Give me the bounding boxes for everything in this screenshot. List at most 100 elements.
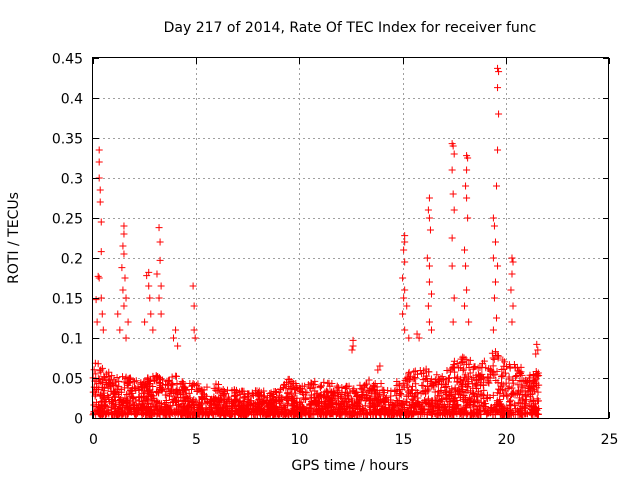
data-point	[92, 296, 100, 304]
data-point	[288, 401, 296, 409]
data-point	[205, 410, 213, 418]
data-point	[489, 214, 497, 222]
data-point	[462, 262, 470, 270]
data-point	[393, 401, 401, 409]
data-point	[485, 379, 493, 387]
data-point	[153, 270, 161, 278]
data-point	[459, 405, 467, 413]
x-tick-label: 5	[192, 432, 201, 448]
data-point	[344, 393, 352, 401]
data-point	[92, 390, 100, 398]
y-tick-label: 0.35	[52, 132, 83, 148]
data-point	[100, 387, 108, 395]
data-point	[96, 186, 104, 194]
data-point	[480, 386, 488, 394]
data-point	[228, 387, 236, 395]
data-point	[490, 355, 498, 363]
data-point	[333, 409, 341, 417]
y-axis-label: ROTI / TECUs	[6, 192, 22, 284]
data-point	[528, 390, 536, 398]
data-point	[91, 359, 99, 367]
data-point	[198, 394, 206, 402]
data-point	[97, 410, 105, 418]
y-tick-label: 0.05	[52, 372, 83, 388]
data-point	[132, 410, 140, 418]
data-point	[343, 389, 351, 397]
data-point	[425, 385, 433, 393]
data-point	[121, 274, 129, 282]
data-point	[431, 388, 439, 396]
data-point	[356, 405, 364, 413]
data-point	[307, 391, 315, 399]
data-point	[360, 407, 368, 415]
y-tick-label: 0.15	[52, 292, 83, 308]
data-point	[504, 392, 512, 400]
data-point	[382, 403, 390, 411]
data-point	[501, 358, 509, 366]
data-point	[342, 388, 350, 396]
data-point	[451, 368, 459, 376]
data-point	[485, 409, 493, 417]
data-point	[129, 394, 137, 402]
data-point	[453, 378, 461, 386]
data-point	[501, 387, 509, 395]
data-point	[96, 375, 104, 383]
data-point	[365, 376, 373, 384]
data-point	[453, 396, 461, 404]
data-point	[307, 410, 315, 418]
data-point	[284, 389, 292, 397]
data-point	[320, 378, 328, 386]
data-point	[336, 408, 344, 416]
data-point	[193, 400, 201, 408]
data-point	[258, 400, 266, 408]
data-point	[155, 294, 163, 302]
data-point	[95, 146, 103, 154]
data-point	[426, 408, 434, 416]
data-point	[401, 326, 409, 334]
data-point	[150, 406, 158, 414]
y-tick-label: 0.1	[61, 332, 83, 348]
data-point	[424, 399, 432, 407]
data-point	[497, 382, 505, 390]
data-point	[304, 381, 312, 389]
data-point	[414, 401, 422, 409]
data-point	[396, 382, 404, 390]
x-tick-label: 0	[89, 432, 98, 448]
data-point	[399, 310, 407, 318]
data-point	[535, 397, 543, 405]
data-point	[244, 390, 252, 398]
data-point	[146, 294, 154, 302]
data-point	[377, 379, 385, 387]
data-point	[483, 391, 491, 399]
data-point	[143, 272, 151, 280]
data-point	[466, 369, 474, 377]
data-point	[394, 398, 402, 406]
plot-border	[92, 57, 609, 419]
data-point	[435, 406, 443, 414]
data-point	[95, 379, 103, 387]
data-point	[95, 386, 103, 394]
data-point	[521, 402, 529, 410]
data-point	[489, 369, 497, 377]
data-point	[428, 382, 436, 390]
data-point	[231, 410, 239, 418]
data-point	[359, 388, 367, 396]
data-point	[177, 403, 185, 411]
data-point	[360, 384, 368, 392]
data-point	[450, 398, 458, 406]
data-point	[461, 381, 469, 389]
data-point	[232, 406, 240, 414]
data-point	[275, 388, 283, 396]
data-point	[405, 388, 413, 396]
data-point	[493, 314, 501, 322]
data-point	[95, 274, 103, 282]
data-point	[465, 360, 473, 368]
data-point	[182, 386, 190, 394]
data-point	[509, 390, 517, 398]
data-point	[516, 369, 524, 377]
data-point	[494, 262, 502, 270]
data-point	[109, 397, 117, 405]
data-point	[97, 368, 105, 376]
data-point	[425, 318, 433, 326]
data-point	[401, 286, 409, 294]
